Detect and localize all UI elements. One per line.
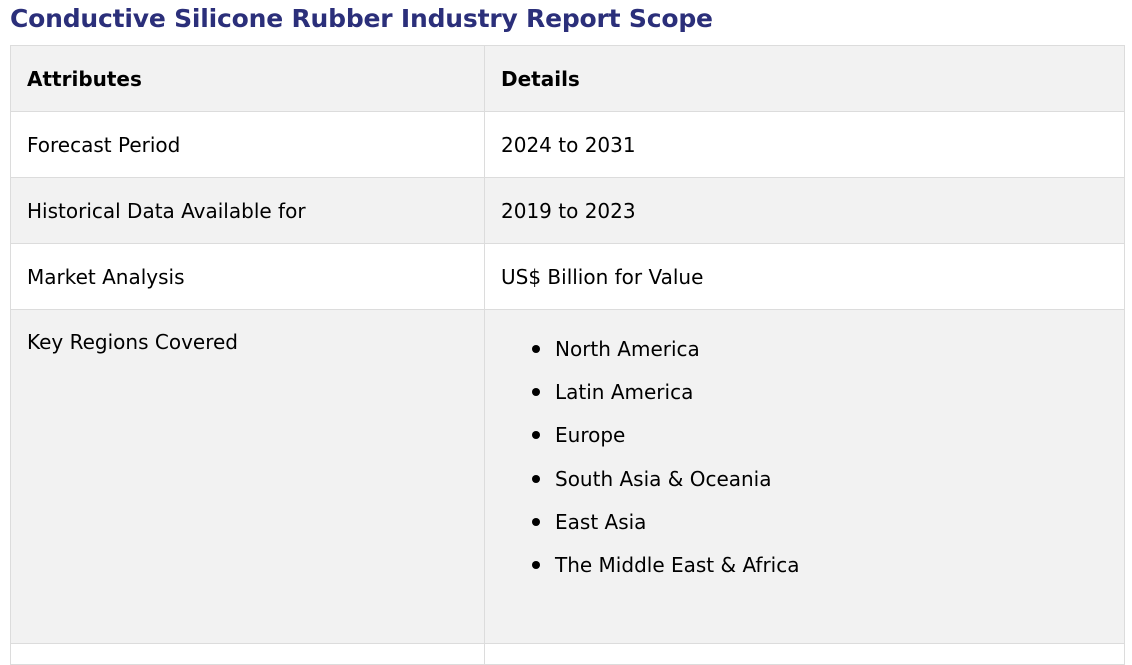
detail-cell: US$ Billion for Value (484, 243, 1125, 310)
regions-list: North America Latin America Europe South… (501, 334, 1108, 593)
bullet-icon (532, 431, 540, 440)
attribute-cell: Historical Data Available for (10, 177, 485, 244)
bullet-icon (532, 517, 540, 526)
table-row-partial (10, 643, 1125, 665)
report-scope-table: Attributes Details Forecast Period 2024 … (10, 45, 1125, 665)
bullet-icon (532, 560, 540, 569)
table-row: Historical Data Available for 2019 to 20… (10, 177, 1125, 244)
table-row-key-regions: Key Regions Covered North America Latin … (10, 309, 1125, 644)
bullet-icon (532, 345, 540, 353)
list-item: South Asia & Oceania (532, 464, 1108, 507)
bullet-icon (532, 474, 540, 483)
list-item: Latin America (532, 377, 1108, 420)
table-row: Market Analysis US$ Billion for Value (10, 243, 1125, 310)
region-label: Latin America (555, 380, 694, 405)
bullet-icon (532, 388, 540, 397)
detail-cell: North America Latin America Europe South… (484, 309, 1125, 644)
attribute-cell: Key Regions Covered (10, 309, 485, 644)
detail-cell: 2019 to 2023 (484, 177, 1125, 244)
list-item: East Asia (532, 507, 1108, 550)
list-item: North America (532, 334, 1108, 377)
column-header-details: Details (484, 45, 1125, 112)
region-label: North America (555, 337, 700, 361)
region-label: The Middle East & Africa (555, 552, 800, 577)
attribute-cell: Forecast Period (10, 111, 485, 178)
list-item: Europe (532, 420, 1108, 463)
list-item: The Middle East & Africa (532, 550, 1108, 593)
region-label: South Asia & Oceania (555, 466, 772, 491)
page-title: Conductive Silicone Rubber Industry Repo… (10, 4, 713, 33)
region-label: Europe (555, 423, 626, 448)
column-header-attributes: Attributes (10, 45, 485, 112)
table-header-row: Attributes Details (10, 45, 1125, 112)
detail-cell: 2024 to 2031 (484, 111, 1125, 178)
attribute-cell (10, 643, 485, 665)
region-label: East Asia (555, 509, 647, 534)
attribute-cell: Market Analysis (10, 243, 485, 310)
table-row: Forecast Period 2024 to 2031 (10, 111, 1125, 178)
detail-cell (484, 643, 1125, 665)
